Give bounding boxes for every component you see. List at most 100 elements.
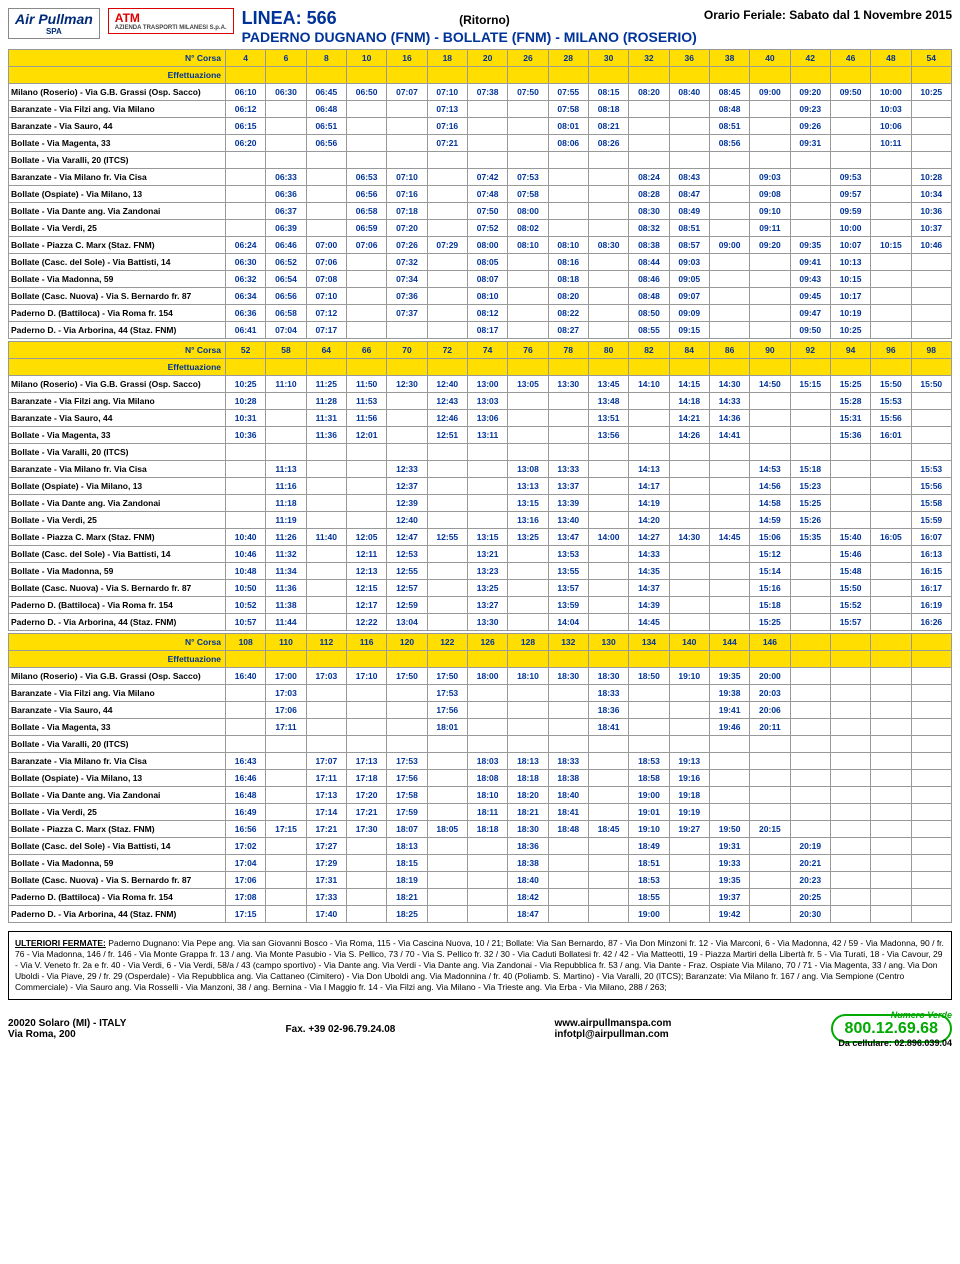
time-cell [830,444,870,461]
time-cell [669,838,709,855]
stop-name: Bollate (Ospiate) - Via Milano, 13 [9,186,226,203]
time-cell [830,512,870,529]
stop-name: Bollate - Via Madonna, 59 [9,855,226,872]
time-cell [669,614,709,631]
time-cell [548,186,588,203]
time-cell: 15:35 [790,529,830,546]
run-number-label: N° Corsa [9,634,226,651]
time-cell [669,101,709,118]
time-cell [548,685,588,702]
time-cell: 14:04 [548,614,588,631]
time-cell: 18:53 [629,872,669,889]
time-cell [226,512,266,529]
time-cell: 12:15 [346,580,386,597]
time-cell [871,271,911,288]
time-cell: 11:31 [306,410,346,427]
time-cell: 06:48 [306,101,346,118]
time-cell: 06:12 [226,101,266,118]
time-cell: 14:37 [629,580,669,597]
time-cell [306,736,346,753]
run-number: 96 [871,342,911,359]
time-cell: 06:53 [346,169,386,186]
time-cell: 09:26 [790,118,830,135]
time-cell: 09:03 [750,169,790,186]
time-cell [588,271,628,288]
effettuazione-cell [548,651,588,668]
time-cell [830,702,870,719]
time-cell: 08:20 [548,288,588,305]
time-cell: 19:41 [709,702,749,719]
time-cell: 11:38 [266,597,306,614]
time-cell [709,546,749,563]
time-cell: 12:40 [427,376,467,393]
time-cell [548,702,588,719]
stop-name: Paderno D. (Battiloca) - Via Roma fr. 15… [9,597,226,614]
time-cell: 19:13 [669,753,709,770]
time-cell [830,855,870,872]
time-cell [830,152,870,169]
time-cell: 07:10 [427,84,467,101]
time-cell [346,305,386,322]
time-cell: 06:58 [346,203,386,220]
effettuazione-cell [830,67,870,84]
time-cell: 10:52 [226,597,266,614]
time-cell [871,821,911,838]
time-cell: 19:27 [669,821,709,838]
effettuazione-cell [467,67,507,84]
time-cell: 12:59 [387,597,427,614]
time-cell [871,702,911,719]
time-cell [427,563,467,580]
time-cell [750,770,790,787]
time-cell: 10:07 [830,237,870,254]
run-number: 46 [830,50,870,67]
time-cell: 06:10 [226,84,266,101]
time-cell [306,478,346,495]
time-cell [669,889,709,906]
time-cell: 08:40 [669,84,709,101]
time-cell [911,719,951,736]
time-cell: 15:53 [871,393,911,410]
header: Air Pullman SPA ATM AZIENDA TRASPORTI MI… [8,8,952,45]
time-cell: 09:05 [669,271,709,288]
run-number: 6 [266,50,306,67]
time-cell [427,753,467,770]
time-cell [790,203,830,220]
time-cell [467,118,507,135]
time-cell [629,152,669,169]
time-cell [427,512,467,529]
time-cell [830,889,870,906]
time-cell [588,597,628,614]
time-cell [588,322,628,339]
time-cell [346,855,386,872]
effettuazione-cell [911,359,951,376]
time-cell [911,444,951,461]
time-cell: 12:37 [387,478,427,495]
stop-name: Bollate - Via Varalli, 20 (ITCS) [9,736,226,753]
time-cell [306,512,346,529]
time-cell: 11:26 [266,529,306,546]
time-cell: 07:13 [427,101,467,118]
time-cell [871,838,911,855]
time-cell: 06:39 [266,220,306,237]
effettuazione-cell [427,67,467,84]
effettuazione-cell [669,359,709,376]
time-cell [790,736,830,753]
time-cell [266,872,306,889]
time-cell: 08:00 [508,203,548,220]
time-cell: 08:47 [669,186,709,203]
time-cell: 13:33 [548,461,588,478]
time-cell: 14:45 [629,614,669,631]
time-cell [427,169,467,186]
timetable-container: N° Corsa46810161820262830323638404246485… [8,49,952,923]
time-cell [346,101,386,118]
time-cell [588,254,628,271]
time-cell: 19:31 [709,838,749,855]
time-cell [750,118,790,135]
time-cell [306,461,346,478]
time-cell: 08:18 [548,271,588,288]
time-cell [346,685,386,702]
time-cell: 19:35 [709,872,749,889]
run-number [830,634,870,651]
time-cell: 08:57 [669,237,709,254]
time-cell [911,254,951,271]
